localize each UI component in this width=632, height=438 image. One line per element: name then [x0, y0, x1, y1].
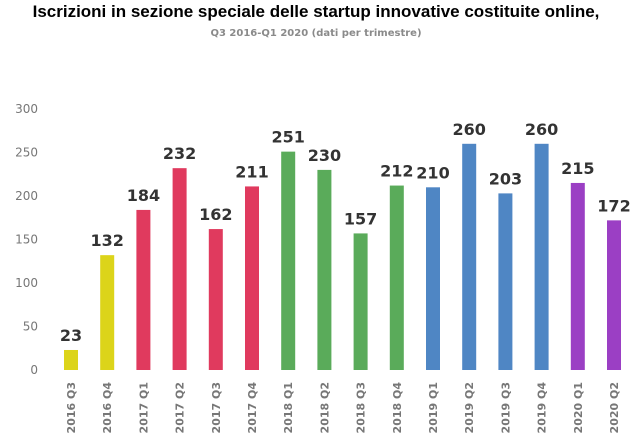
data-label: 162 [199, 205, 232, 224]
y-tick-label: 250 [15, 146, 38, 160]
chart-subtitle: Q3 2016-Q1 2020 (dati per trimestre) [210, 28, 422, 39]
data-label: 157 [344, 209, 377, 228]
bar [534, 143, 549, 370]
x-tick-label: 2016 Q4 [101, 382, 114, 434]
y-tick-label: 300 [15, 102, 38, 116]
bar [172, 168, 187, 370]
x-axis-ticks: 2016 Q3 2016 Q4 2017 Q1 2017 Q2 2017 Q3 2017 … [65, 382, 621, 434]
bar [389, 185, 404, 370]
x-tick-label: 2019 Q1 [427, 382, 440, 433]
x-tick-label: 2019 Q4 [536, 382, 549, 434]
bar [570, 182, 585, 370]
bar [317, 169, 332, 370]
x-tick-label: 2017 Q1 [137, 382, 150, 433]
data-label: 23 [60, 326, 82, 345]
bar [245, 186, 259, 370]
x-tick-label: 2018 Q4 [391, 382, 404, 434]
y-tick-label: 100 [15, 276, 38, 290]
data-label: 232 [163, 144, 196, 163]
y-tick-label: 200 [15, 189, 38, 203]
data-label: 251 [271, 128, 304, 147]
y-axis-ticks: 0 50 100 150 200 250 300 [15, 102, 38, 377]
y-tick-label: 0 [30, 363, 38, 377]
x-tick-label: 2020 Q2 [608, 382, 621, 433]
x-tick-label: 2017 Q3 [210, 382, 223, 433]
data-label: 211 [235, 162, 268, 181]
data-label: 212 [380, 162, 413, 181]
x-tick-label: 2018 Q3 [355, 382, 368, 433]
data-label: 184 [127, 186, 160, 205]
x-tick-label: 2016 Q3 [65, 382, 78, 433]
x-tick-label: 2018 Q1 [282, 382, 295, 433]
y-tick-label: 50 [23, 320, 38, 334]
x-tick-label: 2019 Q2 [463, 382, 476, 433]
x-tick-label: 2019 Q3 [499, 382, 512, 433]
data-label: 215 [561, 159, 594, 178]
data-label: 230 [308, 146, 341, 165]
chart-title: Iscrizioni in sezione speciale delle sta… [32, 2, 600, 21]
x-tick-label: 2020 Q1 [572, 382, 585, 433]
bar [64, 349, 78, 370]
bar [353, 233, 368, 370]
data-label: 260 [452, 120, 485, 139]
bar [208, 229, 223, 370]
bar [426, 187, 440, 370]
data-label: 172 [597, 196, 630, 215]
bar [498, 193, 513, 370]
bar [136, 209, 151, 370]
y-tick-label: 150 [15, 233, 38, 247]
data-label: 203 [489, 169, 522, 188]
x-tick-label: 2017 Q2 [174, 382, 187, 433]
bar [607, 220, 621, 370]
x-tick-label: 2018 Q2 [318, 382, 331, 433]
x-tick-label: 2017 Q4 [246, 382, 259, 434]
bars [64, 143, 621, 370]
data-label: 132 [90, 231, 123, 250]
bar [281, 151, 296, 370]
data-label: 210 [416, 163, 449, 182]
bar [100, 255, 115, 370]
data-label: 260 [525, 120, 558, 139]
bar [462, 143, 477, 370]
